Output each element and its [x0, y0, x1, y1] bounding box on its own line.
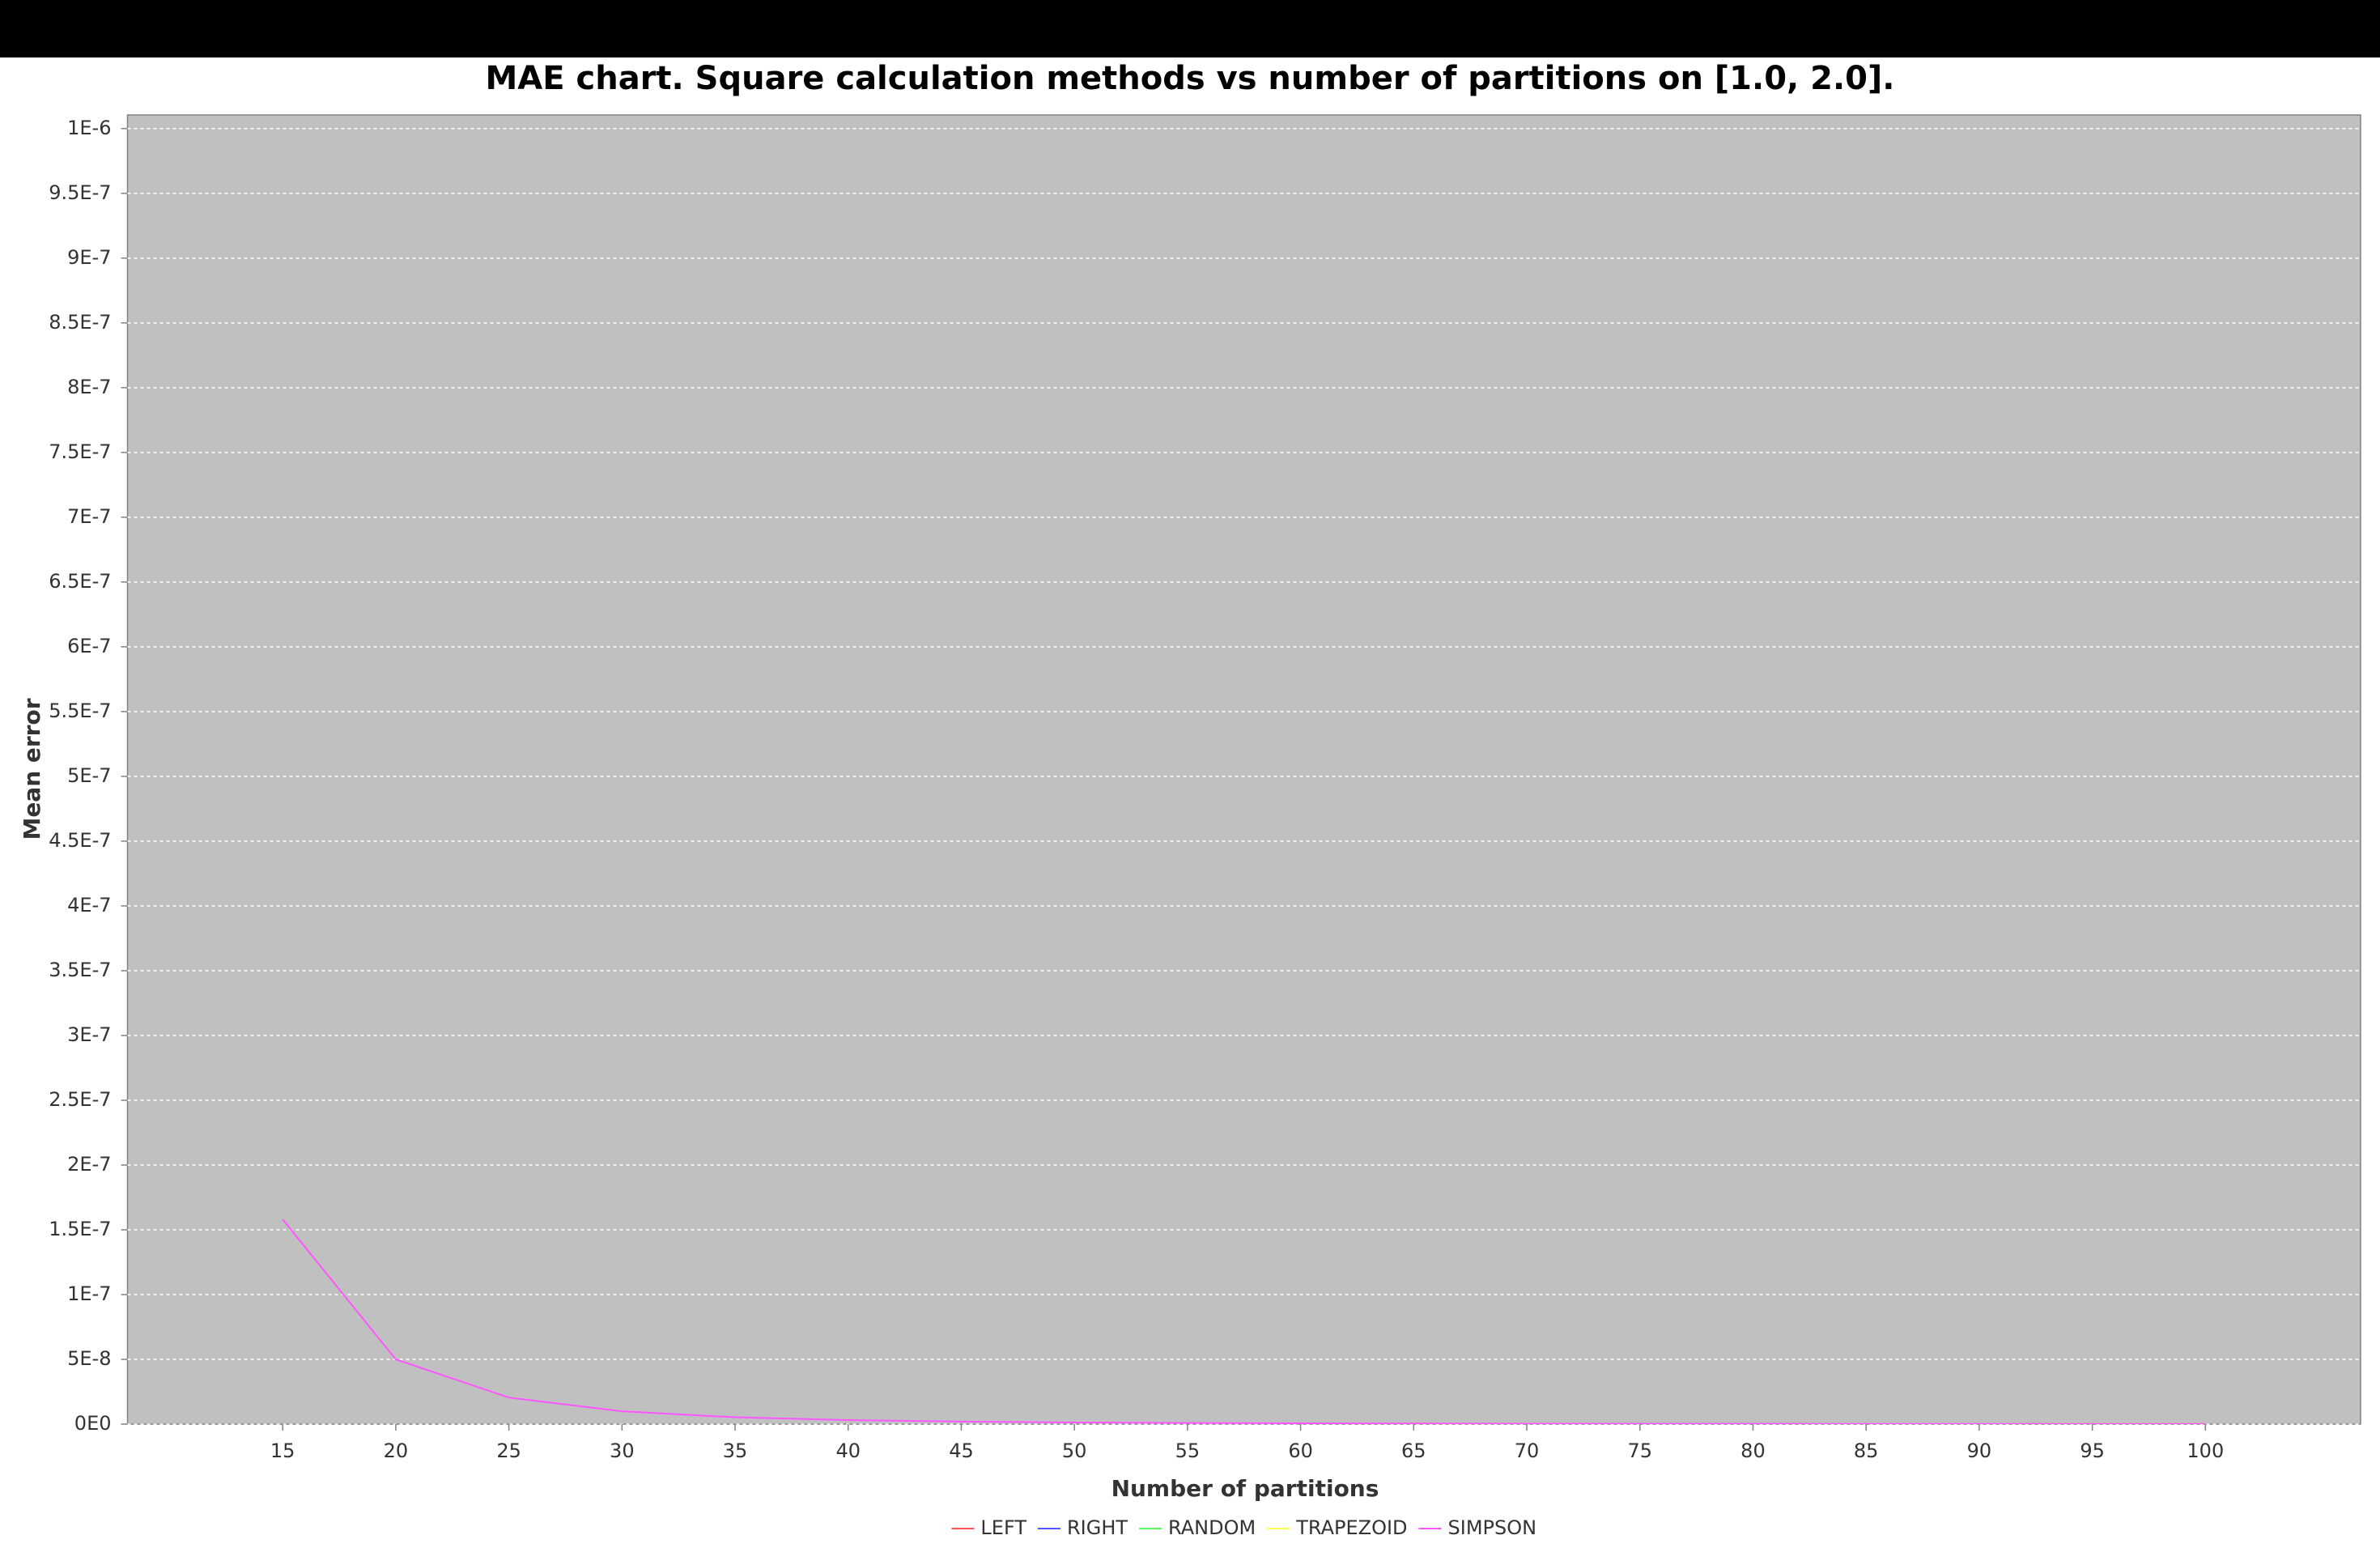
y-axis-label: Mean error	[19, 698, 45, 840]
x-tick-label: 20	[384, 1440, 409, 1462]
series-line	[282, 1218, 2206, 1424]
y-tick-label: 3.5E-7	[49, 959, 111, 981]
x-tick-label: 65	[1401, 1440, 1426, 1462]
x-tick-label: 25	[496, 1440, 521, 1462]
x-tick-label: 90	[1967, 1440, 1992, 1462]
x-tick-label: 50	[1062, 1440, 1087, 1462]
x-tick-label: 60	[1288, 1440, 1313, 1462]
y-tick-label: 2.5E-7	[49, 1088, 111, 1111]
series-layer	[282, 1218, 2206, 1424]
y-tick-label: 1E-7	[67, 1282, 111, 1305]
y-tick-label: 4.5E-7	[49, 829, 111, 852]
y-tick-label: 1.5E-7	[49, 1218, 111, 1240]
x-axis-label: Number of partitions	[1111, 1475, 1379, 1502]
x-tick-label: 55	[1175, 1440, 1201, 1462]
y-tick-label: 0E0	[74, 1412, 112, 1435]
y-tick-label: 9E-7	[67, 246, 111, 269]
y-tick-label: 6E-7	[67, 635, 111, 657]
x-tick-label: 45	[949, 1440, 974, 1462]
y-tick-label: 5E-8	[67, 1347, 111, 1370]
y-tick-label: 1E-6	[67, 117, 111, 139]
legend-label: RIGHT	[1067, 1516, 1128, 1539]
x-tick-label: 80	[1740, 1440, 1766, 1462]
x-tick-label: 35	[723, 1440, 748, 1462]
y-tick-label: 9.5E-7	[49, 181, 111, 204]
x-tick-label: 95	[2080, 1440, 2105, 1462]
y-tick-label: 7E-7	[67, 505, 111, 528]
x-tick-label: 75	[1627, 1440, 1652, 1462]
x-tick-label: 70	[1515, 1440, 1540, 1462]
y-tick-label: 5E-7	[67, 764, 111, 787]
y-tick-label: 8E-7	[67, 376, 111, 398]
chart-title: MAE chart. Square calculation methods vs…	[486, 60, 1895, 97]
x-tick-label: 30	[610, 1440, 635, 1462]
x-tick-label: 15	[270, 1440, 295, 1462]
y-tick-label: 3E-7	[67, 1023, 111, 1046]
y-tick-label: 8.5E-7	[49, 311, 111, 334]
legend-label: SIMPSON	[1448, 1516, 1537, 1539]
legend-label: RANDOM	[1168, 1516, 1256, 1539]
x-tick-label: 100	[2187, 1440, 2224, 1462]
legend-label: LEFT	[980, 1516, 1026, 1539]
x-tick-label: 40	[835, 1440, 861, 1462]
legend-label: TRAPEZOID	[1295, 1516, 1407, 1539]
y-tick-label: 7.5E-7	[49, 440, 111, 463]
y-tick-label: 5.5E-7	[49, 700, 111, 722]
window-bar	[0, 0, 2380, 57]
y-tick-label: 2E-7	[67, 1153, 111, 1176]
plot-area	[126, 114, 2361, 1425]
y-tick-label: 6.5E-7	[49, 570, 111, 593]
y-tick-label: 4E-7	[67, 894, 111, 916]
x-tick-label: 85	[1854, 1440, 1879, 1462]
